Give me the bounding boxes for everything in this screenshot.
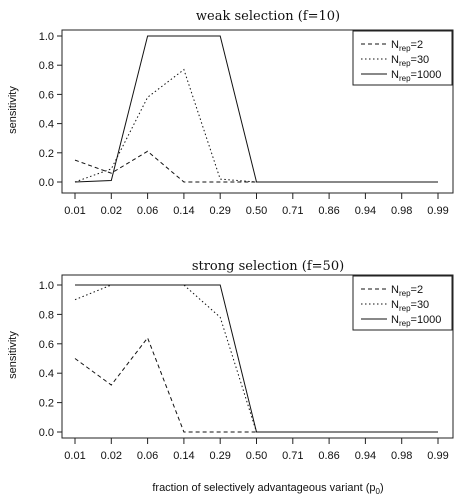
x-tick-label: 0.71 xyxy=(282,205,303,217)
x-tick-label: 0.98 xyxy=(391,450,412,462)
legend-label: Nrep=30 xyxy=(391,54,429,68)
series-line-n-1000 xyxy=(75,284,438,433)
x-tick-label: 0.01 xyxy=(64,450,85,462)
x-tick-label: 0.06 xyxy=(137,205,158,217)
x-tick-label: 0.98 xyxy=(391,205,412,217)
y-axis-label: sensitivity xyxy=(7,331,19,379)
x-tick-label: 0.29 xyxy=(209,450,230,462)
x-tick-labels: 0.01 0.02 0.06 0.14 0.29 0.50 0.71 0.86 0.94 0.98… xyxy=(64,193,449,217)
x-tick-label: 0.86 xyxy=(318,205,339,217)
y-tick-label: 1.0 xyxy=(39,280,54,292)
series-line-n-2 xyxy=(74,150,438,183)
legend-box xyxy=(352,275,453,331)
y-tick-label: 0.8 xyxy=(39,309,54,321)
x-axis-label: fraction of selectively advantageous var… xyxy=(152,482,383,496)
series-line-n-30 xyxy=(74,68,438,183)
legend-label: Nrep=1000 xyxy=(391,69,441,83)
x-tick-label: 0.94 xyxy=(355,205,376,217)
chart-title: weak selection (f=10) xyxy=(196,9,340,24)
x-tick-label: 0.50 xyxy=(246,450,267,462)
y-tick-label: 0.8 xyxy=(39,60,54,72)
plot-frame xyxy=(61,274,454,439)
y-tick-labels: 0.0 0.2 0.4 0.6 0.8 1.0 xyxy=(39,280,62,439)
y-tick-label: 0.0 xyxy=(39,177,54,189)
x-tick-label: 0.99 xyxy=(427,205,448,217)
legend-label: Nrep=30 xyxy=(391,299,429,313)
y-tick-label: 0.6 xyxy=(39,89,54,101)
y-tick-labels: 0.0 0.2 0.4 0.6 0.8 1.0 xyxy=(39,31,62,189)
x-axis-label-main: fraction of selectively advantageous var… xyxy=(152,482,375,494)
series-line-n-2 xyxy=(74,336,438,433)
legend-label: Nrep=2 xyxy=(391,284,423,298)
chart-weak-selection: weak selection (f=10) sensitivity 0.0 0.2… xyxy=(7,9,454,217)
y-axis-label: sensitivity xyxy=(7,86,19,134)
x-tick-label: 0.14 xyxy=(173,205,194,217)
x-tick-label: 0.86 xyxy=(318,450,339,462)
x-tick-label: 0.71 xyxy=(282,450,303,462)
x-tick-label: 0.29 xyxy=(209,205,230,217)
chart-title: strong selection (f=50) xyxy=(192,259,344,274)
x-tick-label: 0.06 xyxy=(137,450,158,462)
x-tick-label: 0.02 xyxy=(101,205,122,217)
y-tick-label: 0.6 xyxy=(39,339,54,351)
x-axis-label-sub: 0 xyxy=(376,487,381,496)
legend-label: Nrep=1000 xyxy=(391,314,441,328)
plot-frame xyxy=(61,29,454,194)
legend-label: Nrep=2 xyxy=(391,39,423,53)
y-tick-label: 0.4 xyxy=(39,368,54,380)
y-tick-label: 0.0 xyxy=(39,427,54,439)
x-tick-label: 0.99 xyxy=(427,450,448,462)
x-tick-label: 0.01 xyxy=(64,205,85,217)
x-tick-label: 0.50 xyxy=(246,205,267,217)
y-tick-label: 1.0 xyxy=(39,31,54,43)
chart-strong-selection: strong selection (f=50) sensitivity 0.00… xyxy=(7,259,454,496)
series-line-n-1000 xyxy=(74,35,438,183)
x-tick-label: 0.02 xyxy=(101,450,122,462)
legend-box xyxy=(352,30,453,86)
x-tick-label: 0.14 xyxy=(173,450,194,462)
x-axis-label-end: ) xyxy=(380,482,384,494)
series-lines xyxy=(74,35,438,183)
y-tick-label: 0.4 xyxy=(39,119,54,131)
y-tick-label: 0.2 xyxy=(39,148,54,160)
x-tick-labels: 0.01 0.02 0.06 0.14 0.29 0.50 0.71 0.86 0.94 0.98… xyxy=(64,438,449,462)
x-tick-label: 0.94 xyxy=(355,450,376,462)
series-lines xyxy=(74,284,438,433)
y-tick-label: 0.2 xyxy=(39,398,54,410)
